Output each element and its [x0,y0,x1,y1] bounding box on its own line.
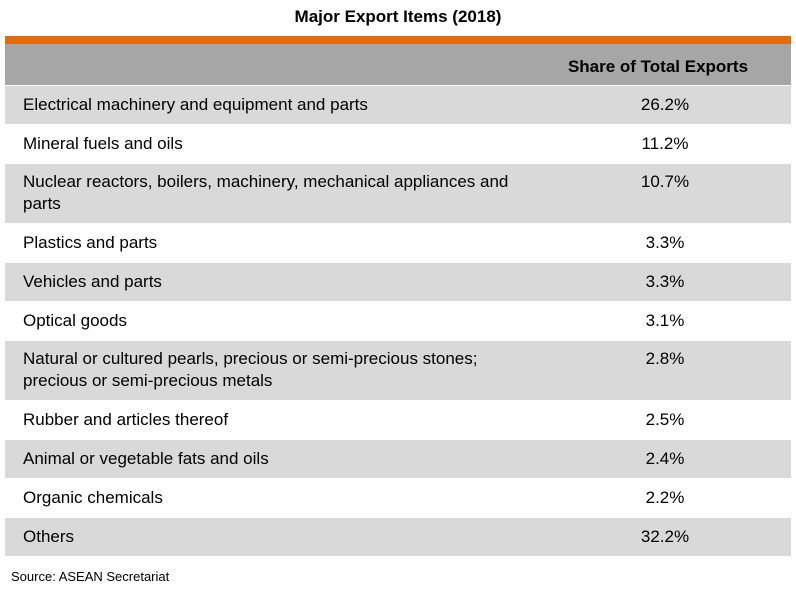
table-row: Nuclear reactors, boilers, machinery, me… [5,164,791,224]
item-cell: Others [23,527,75,546]
share-cell: 26.2% [640,95,690,114]
table-row: Natural or cultured pearls, precious or … [5,341,791,401]
item-cell: Vehicles and parts [23,272,162,291]
table-title: Major Export Items (2018) [294,7,502,26]
source-note: Source: ASEAN Secretariat [11,569,170,584]
share-cell: 2.2% [645,488,685,507]
share-cell: 3.1% [645,311,685,330]
header-share-label: Share of Total Exports [567,57,749,76]
export-items-table: Share of Total Exports Electrical machin… [5,44,791,557]
item-cell: Natural or cultured pearls, precious or … [23,349,478,390]
item-cell: Organic chemicals [23,488,163,507]
item-cell: Rubber and articles thereof [23,410,229,429]
item-cell: Electrical machinery and equipment and p… [23,95,368,114]
item-cell: Optical goods [23,311,127,330]
share-cell: 2.8% [645,349,685,368]
table-row: Rubber and articles thereof 2.5% [5,401,791,440]
table-row: Plastics and parts 3.3% [5,224,791,263]
item-cell: Mineral fuels and oils [23,134,183,153]
accent-bar [5,36,791,44]
item-cell: Plastics and parts [23,233,158,252]
table-row: Animal or vegetable fats and oils 2.4% [5,440,791,479]
share-cell: 2.5% [645,410,685,429]
share-cell: 32.2% [640,527,690,546]
item-cell: Nuclear reactors, boilers, machinery, me… [23,172,509,213]
table-row: Electrical machinery and equipment and p… [5,86,791,125]
share-cell: 11.2% [641,134,689,153]
share-cell: 3.3% [645,233,685,252]
share-cell: 2.4% [645,449,685,468]
table-row: Organic chemicals 2.2% [5,479,791,518]
share-cell: 10.7% [640,172,690,191]
table-row: Mineral fuels and oils 11.2% [5,125,791,164]
table-row: Others 32.2% [5,518,791,557]
table-row: Vehicles and parts 3.3% [5,263,791,302]
table-row: Optical goods 3.1% [5,302,791,341]
share-cell: 3.3% [645,272,685,291]
table-header-row: Share of Total Exports [5,44,791,86]
item-cell: Animal or vegetable fats and oils [23,449,269,468]
